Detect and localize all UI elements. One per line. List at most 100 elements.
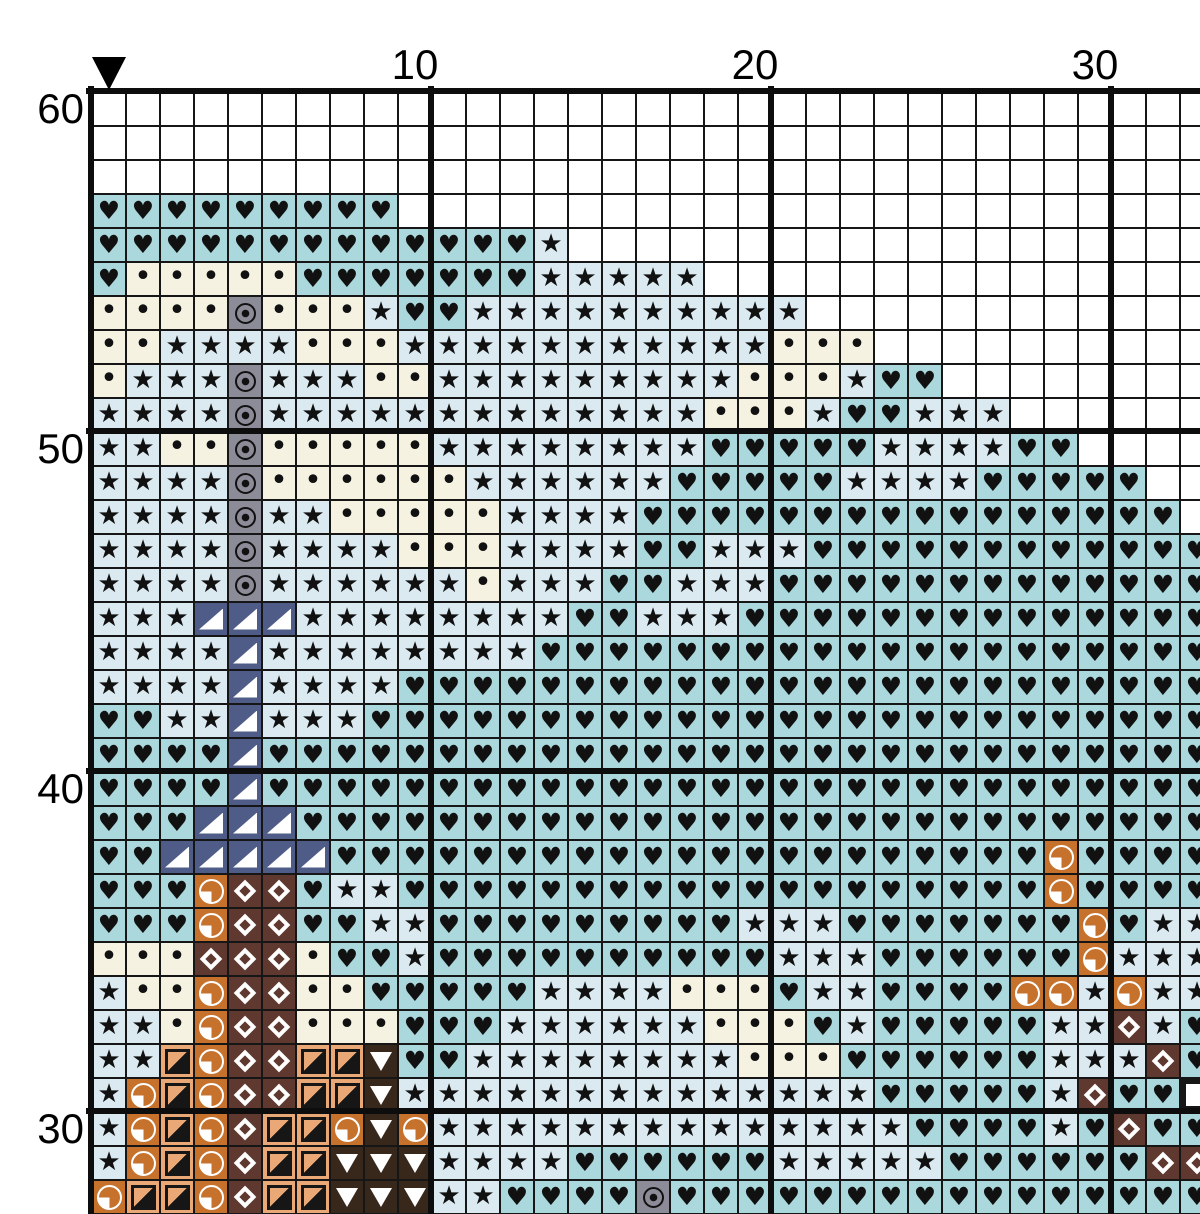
heart-icon: ♥ xyxy=(1015,943,1039,973)
stitch-cell-empty xyxy=(942,330,976,364)
stitch-cell-diamond-outline xyxy=(262,1078,296,1112)
stitch-cell-heart: ♥ xyxy=(908,942,942,976)
stitch-cell-heart: ♥ xyxy=(602,806,636,840)
heart-icon: ♥ xyxy=(437,671,461,701)
stitch-cell-empty xyxy=(1146,364,1180,398)
quarter-circle-icon xyxy=(1082,946,1108,972)
heart-icon: ♥ xyxy=(539,671,563,701)
heart-icon: ♥ xyxy=(879,1011,903,1041)
star-icon: ★ xyxy=(709,296,733,327)
star-icon: ★ xyxy=(743,568,767,599)
stitch-cell-star: ★ xyxy=(534,1010,568,1044)
heart-icon: ♥ xyxy=(981,875,1005,905)
diamond-outline-icon xyxy=(233,1015,257,1039)
stitch-cell-heart: ♥ xyxy=(942,1044,976,1078)
stitch-cell-star: ★ xyxy=(262,398,296,432)
star-icon: ★ xyxy=(471,1180,495,1211)
stitch-cell-heart: ♥ xyxy=(772,466,806,500)
star-icon: ★ xyxy=(199,534,223,565)
stitch-cell-heart: ♥ xyxy=(466,976,500,1010)
stitch-cell-dot: • xyxy=(92,330,126,364)
dot-icon: • xyxy=(134,973,152,1008)
heart-icon: ♥ xyxy=(1117,535,1141,565)
heart-icon: ♥ xyxy=(471,875,495,905)
stitch-cell-heart: ♥ xyxy=(806,670,840,704)
stitch-cell-empty xyxy=(1112,432,1146,466)
stitch-cell-heart: ♥ xyxy=(976,602,1010,636)
stitch-cell-empty xyxy=(840,194,874,228)
stitch-cell-empty xyxy=(942,92,976,126)
stitch-cell-star: ★ xyxy=(534,1078,568,1112)
star-icon: ★ xyxy=(539,432,563,463)
half-square-icon xyxy=(334,1048,360,1074)
stitch-cell-star: ★ xyxy=(500,1146,534,1180)
stitch-cell-star: ★ xyxy=(636,262,670,296)
star-icon: ★ xyxy=(845,942,869,973)
star-icon: ★ xyxy=(471,636,495,667)
stitch-cell-star: ★ xyxy=(772,942,806,976)
pattern-grid: ♥ ♥ ♥ ♥ ♥ ♥ ♥ ♥ ♥ ♥ ♥ ♥ ♥ ♥ ♥ ♥ ♥ ♥ ♥ ♥ ♥ ♥ ★ ♥ • • • • • ♥ ♥ ♥ ♥ ♥ ♥ ♥ ★ ★ ★ ★… xyxy=(86,86,1200,1214)
stitch-cell-empty xyxy=(296,126,330,160)
stitch-cell-heart: ♥ xyxy=(976,534,1010,568)
stitch-cell-down-triangle xyxy=(398,1146,432,1180)
stitch-cell-heart: ♥ xyxy=(908,602,942,636)
heart-icon: ♥ xyxy=(335,773,359,803)
stitch-cell-corner-triangle xyxy=(262,840,296,874)
stitch-cell-quarter-circle xyxy=(194,1010,228,1044)
stitch-cell-heart: ♥ xyxy=(330,738,364,772)
stitch-cell-heart: ♥ xyxy=(466,806,500,840)
heart-icon: ♥ xyxy=(845,909,869,939)
star-icon: ★ xyxy=(777,908,801,939)
heart-icon: ♥ xyxy=(709,875,733,905)
stitch-cell-heart: ♥ xyxy=(874,840,908,874)
stitch-cell-heart: ♥ xyxy=(1078,500,1112,534)
stitch-cell-star: ★ xyxy=(466,330,500,364)
half-square-icon xyxy=(266,1150,292,1176)
stitch-cell-heart: ♥ xyxy=(636,534,670,568)
stitch-cell-empty xyxy=(262,92,296,126)
stitch-cell-empty xyxy=(364,126,398,160)
heart-icon: ♥ xyxy=(743,705,767,735)
star-icon: ★ xyxy=(539,1078,563,1109)
stitch-cell-dot: • xyxy=(432,466,466,500)
stitch-cell-corner-triangle xyxy=(228,636,262,670)
stitch-cell-heart: ♥ xyxy=(772,602,806,636)
heart-icon: ♥ xyxy=(437,773,461,803)
stitch-cell-dot: • xyxy=(126,330,160,364)
heart-icon: ♥ xyxy=(641,705,665,735)
stitch-cell-star: ★ xyxy=(976,398,1010,432)
heart-icon: ♥ xyxy=(743,637,767,667)
stitch-cell-empty xyxy=(160,92,194,126)
stitch-cell-empty xyxy=(942,296,976,330)
star-icon: ★ xyxy=(879,466,903,497)
stitch-cell-star: ★ xyxy=(806,398,840,432)
stitch-cell-dot: • xyxy=(670,976,704,1010)
half-square-icon xyxy=(164,1048,190,1074)
stitch-cell-heart: ♥ xyxy=(432,976,466,1010)
heart-icon: ♥ xyxy=(437,739,461,769)
heart-icon: ♥ xyxy=(811,773,835,803)
stitch-cell-empty xyxy=(772,228,806,262)
stitch-cell-star: ★ xyxy=(1180,942,1200,976)
diamond-outline-icon xyxy=(233,1083,257,1107)
stitch-cell-heart: ♥ xyxy=(704,500,738,534)
stitch-cell-empty xyxy=(874,160,908,194)
corner-triangle-icon xyxy=(165,846,189,868)
stitch-cell-empty xyxy=(1078,228,1112,262)
stitch-cell-heart: ♥ xyxy=(466,772,500,806)
heart-icon: ♥ xyxy=(1117,773,1141,803)
heart-icon: ♥ xyxy=(845,875,869,905)
star-icon: ★ xyxy=(97,1044,121,1075)
stitch-cell-star: ★ xyxy=(466,432,500,466)
star-icon: ★ xyxy=(573,1112,597,1143)
stitch-cell-star: ★ xyxy=(602,1112,636,1146)
dot-icon: • xyxy=(304,463,322,498)
stitch-cell-empty xyxy=(194,160,228,194)
stitch-cell-heart: ♥ xyxy=(738,738,772,772)
stitch-cell-heart: ♥ xyxy=(534,1180,568,1214)
stitch-cell-heart: ♥ xyxy=(942,704,976,738)
stitch-cell-heart: ♥ xyxy=(160,874,194,908)
stitch-cell-heart: ♥ xyxy=(738,670,772,704)
heart-icon: ♥ xyxy=(607,773,631,803)
heart-icon: ♥ xyxy=(981,569,1005,599)
